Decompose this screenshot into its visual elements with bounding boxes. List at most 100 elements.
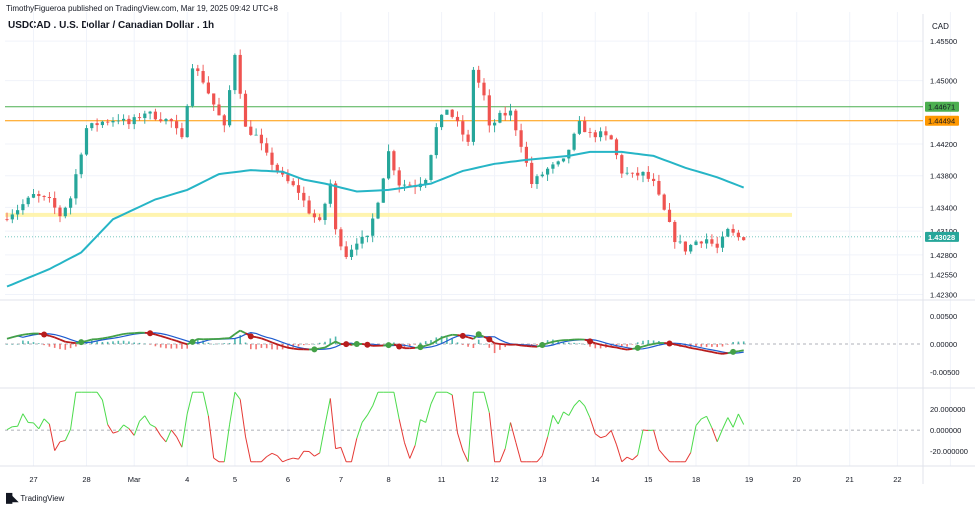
candle-body bbox=[164, 119, 168, 122]
time-tick-label: 12 bbox=[490, 475, 498, 484]
candle-body bbox=[238, 54, 242, 94]
candle-body bbox=[365, 235, 369, 237]
momentum-segment bbox=[414, 419, 421, 446]
momentum-segment bbox=[70, 392, 77, 430]
osc-main-segment bbox=[112, 334, 119, 338]
momentum-segment bbox=[229, 392, 236, 425]
hline-price-tag-text: 1.44494 bbox=[928, 117, 955, 126]
osc-histogram-bar bbox=[499, 344, 501, 350]
osc-histogram-bar bbox=[530, 344, 533, 346]
candle-body bbox=[450, 109, 454, 117]
hline-price-tag bbox=[925, 101, 959, 112]
osc-main-segment bbox=[319, 346, 326, 350]
momentum-segment bbox=[340, 447, 347, 462]
momentum-segment bbox=[207, 415, 215, 459]
candle-body bbox=[137, 117, 142, 119]
candle-body bbox=[662, 194, 666, 210]
osc-histogram-bar bbox=[711, 344, 713, 347]
osc-histogram-bar bbox=[652, 340, 655, 344]
momentum-segment bbox=[324, 398, 331, 426]
momentum-segment bbox=[308, 451, 315, 457]
horizontal-lines bbox=[5, 106, 923, 238]
candle-body bbox=[228, 90, 232, 126]
grid bbox=[0, 12, 975, 484]
support-zone-band bbox=[5, 212, 792, 217]
momentum-segment bbox=[637, 429, 644, 456]
candle-body bbox=[190, 68, 195, 106]
candle-body bbox=[371, 218, 375, 236]
osc-histogram-bar bbox=[255, 344, 257, 350]
candle-body bbox=[344, 246, 348, 257]
momentum-segment bbox=[595, 433, 601, 439]
candle-body bbox=[175, 121, 179, 129]
osc-histogram-bar bbox=[557, 340, 559, 344]
osc-histogram-bar bbox=[11, 344, 14, 345]
momentum-segment bbox=[706, 416, 713, 429]
price-tick-label: 1.45000 bbox=[930, 77, 957, 86]
momentum-segment bbox=[335, 446, 342, 450]
candle-body bbox=[397, 170, 401, 186]
momentum-segment bbox=[170, 429, 177, 438]
osc-main-segment bbox=[653, 342, 660, 345]
osc-histogram-bar bbox=[212, 343, 215, 345]
time-tick-label: 13 bbox=[538, 475, 546, 484]
osc-histogram-bar bbox=[329, 338, 332, 344]
candle-body bbox=[185, 105, 189, 138]
candle-body bbox=[63, 207, 67, 217]
osc-histogram-bar bbox=[642, 340, 644, 344]
osc-main-segment bbox=[515, 343, 522, 347]
momentum-segment bbox=[584, 405, 591, 419]
osc-cross-dot bbox=[353, 340, 360, 347]
candle-body bbox=[429, 155, 433, 180]
momentum-segment bbox=[160, 435, 167, 443]
candle-body bbox=[153, 111, 157, 120]
osc-histogram-bar bbox=[382, 344, 385, 345]
candle-body bbox=[74, 174, 78, 199]
momentum-segment bbox=[621, 456, 628, 463]
osc-histogram-bar bbox=[128, 341, 130, 344]
candle-body bbox=[503, 112, 507, 116]
momentum-segment bbox=[722, 417, 729, 430]
candle-body bbox=[514, 110, 518, 131]
time-tick-label: 15 bbox=[644, 475, 652, 484]
momentum-segment bbox=[626, 456, 633, 461]
candle-body bbox=[355, 243, 359, 250]
tradingview-logo-icon: █◣ bbox=[6, 493, 18, 503]
osc-histogram-bar bbox=[165, 344, 167, 349]
osc-cross-dot bbox=[475, 331, 482, 338]
candle-body bbox=[715, 243, 719, 248]
candle-body bbox=[556, 161, 560, 165]
price-axis: 1.45500 1.45000 1.44200 1.43800 1.43400 1.431… bbox=[925, 37, 968, 456]
osc-histogram-bar bbox=[22, 340, 24, 344]
price-tick-label: 1.45500 bbox=[930, 37, 957, 46]
candle-body bbox=[678, 241, 682, 243]
momentum-segment bbox=[298, 450, 305, 460]
osc-main-segment bbox=[335, 340, 342, 345]
osc-main-segment bbox=[176, 340, 183, 344]
osc-main-segment bbox=[600, 343, 607, 347]
candle-body bbox=[455, 116, 460, 122]
osc-histogram-bar bbox=[207, 342, 210, 344]
candle-body bbox=[461, 121, 465, 135]
osc-main-segment bbox=[255, 336, 262, 340]
osc-histogram-bar bbox=[504, 344, 506, 348]
candle-body bbox=[424, 179, 428, 184]
osc-main-segment bbox=[22, 333, 29, 336]
osc-histogram-bar bbox=[568, 342, 570, 344]
momentum-segment bbox=[149, 423, 156, 428]
time-tick-label: 22 bbox=[893, 475, 901, 484]
candle-body bbox=[572, 133, 576, 150]
candle-body bbox=[180, 128, 184, 138]
osc-main-segment bbox=[674, 343, 681, 347]
candle-body bbox=[498, 112, 502, 123]
momentum-segment bbox=[393, 392, 400, 420]
symbol-title: USDCAD . U.S. Dollar / Canadian Dollar .… bbox=[8, 20, 215, 31]
osc-histogram-bar bbox=[626, 344, 628, 347]
osc-histogram-bar bbox=[430, 340, 432, 344]
candle-body bbox=[323, 203, 327, 221]
momentum-segment bbox=[711, 427, 718, 442]
osc-histogram-bar bbox=[27, 341, 29, 344]
momentum-segment bbox=[319, 424, 326, 454]
osc-cross-dot bbox=[730, 348, 737, 355]
